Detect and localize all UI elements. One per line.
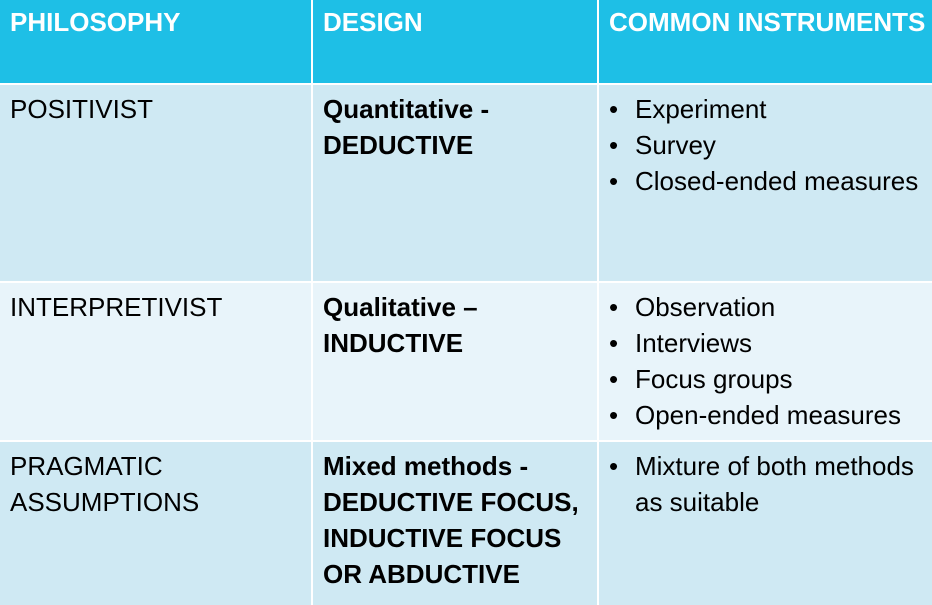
design-text: DEDUCTIVE: [323, 130, 474, 160]
design-text: INDUCTIVE: [323, 328, 464, 358]
instrument-list: Observation Interviews Focus groups Open…: [609, 289, 926, 433]
row3-philosophy: PRAGMATIC ASSUMPTIONS: [0, 442, 311, 605]
header-design: DESIGN: [313, 0, 597, 83]
philosophy-text: ASSUMPTIONS: [10, 487, 200, 517]
row3-instruments: Mixture of both methods as suitable: [599, 442, 932, 605]
design-text: DEDUCTIVE FOCUS,: [323, 487, 579, 517]
instrument-item: Focus groups: [609, 361, 926, 397]
row3-design: Mixed methods - DEDUCTIVE FOCUS, INDUCTI…: [313, 442, 597, 605]
header-philosophy: PHILOSOPHY: [0, 0, 311, 83]
row1-design: Quantitative - DEDUCTIVE: [313, 85, 597, 281]
design-text: Qualitative –: [323, 292, 478, 322]
philosophy-text: INTERPRETIVIST: [10, 292, 223, 322]
instrument-item: Closed-ended measures: [609, 163, 926, 199]
design-text: Mixed methods -: [323, 451, 529, 481]
instrument-item: Open-ended measures: [609, 397, 926, 433]
instrument-item: Experiment: [609, 91, 926, 127]
row2-instruments: Observation Interviews Focus groups Open…: [599, 283, 932, 440]
header-common-instruments: COMMON INSTRUMENTS: [599, 0, 932, 83]
instrument-list: Mixture of both methods as suitable: [609, 448, 926, 520]
instrument-item: Interviews: [609, 325, 926, 361]
row2-philosophy: INTERPRETIVIST: [0, 283, 311, 440]
design-text: Quantitative -: [323, 94, 490, 124]
design-text: INDUCTIVE FOCUS: [323, 523, 562, 553]
philosophy-text: PRAGMATIC: [10, 451, 163, 481]
instrument-item: Mixture of both methods as suitable: [609, 448, 926, 520]
design-text: OR ABDUCTIVE: [323, 559, 520, 589]
instrument-item: Observation: [609, 289, 926, 325]
row2-design: Qualitative – INDUCTIVE: [313, 283, 597, 440]
instrument-list: Experiment Survey Closed-ended measures: [609, 91, 926, 199]
instrument-item: Survey: [609, 127, 926, 163]
row1-instruments: Experiment Survey Closed-ended measures: [599, 85, 932, 281]
row1-philosophy: POSITIVIST: [0, 85, 311, 281]
philosophy-text: POSITIVIST: [10, 94, 154, 124]
